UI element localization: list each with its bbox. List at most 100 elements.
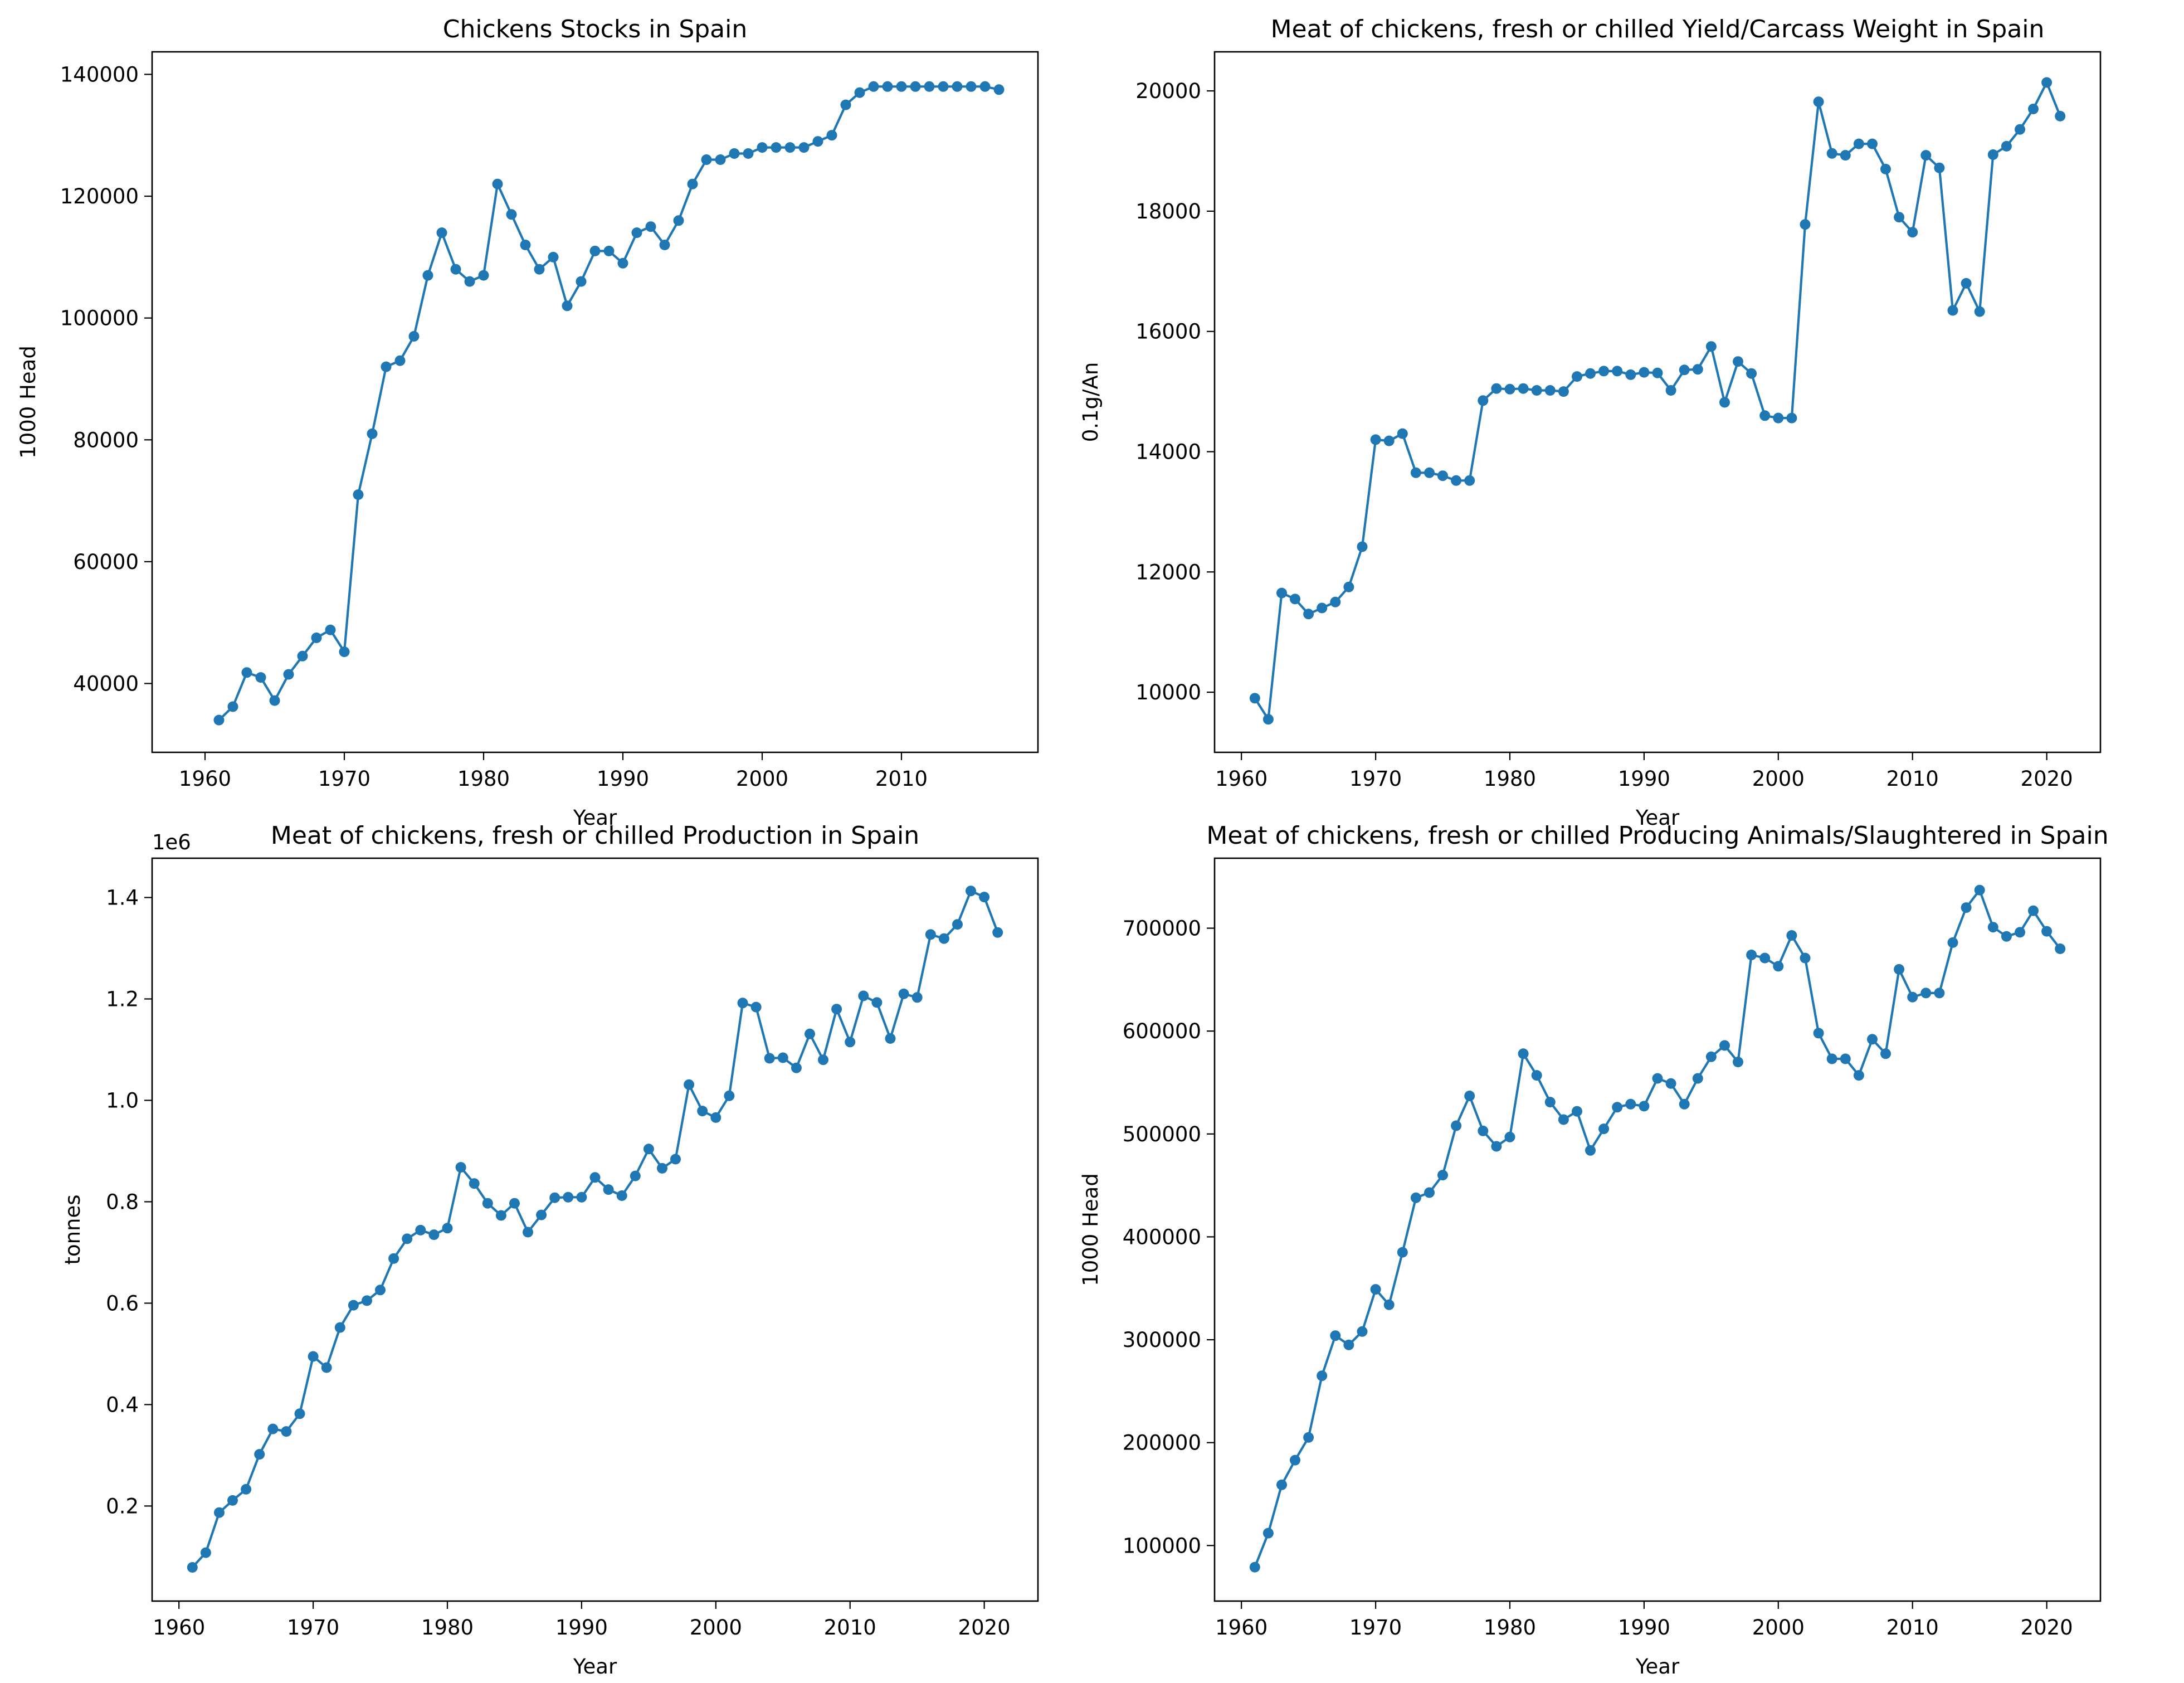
data-point	[1773, 412, 1784, 424]
data-point	[1370, 1284, 1381, 1295]
data-point	[798, 142, 810, 153]
data-point	[2001, 140, 2012, 152]
axes-frame	[1213, 857, 2102, 1602]
y-tick-label: 18000	[1135, 200, 1201, 223]
x-tick-label: 1990	[555, 1616, 608, 1640]
data-point	[966, 81, 977, 92]
data-point	[362, 1295, 372, 1306]
data-point	[1692, 1073, 1703, 1084]
data-point	[450, 264, 461, 275]
data-point	[750, 1001, 762, 1013]
data-point	[603, 1184, 614, 1195]
data-point	[1491, 383, 1502, 394]
data-point	[952, 919, 963, 930]
y-axis-label: tonnes	[61, 1194, 85, 1264]
data-point	[1330, 1330, 1341, 1341]
x-tick-label: 2020	[2021, 767, 2073, 791]
data-point	[534, 264, 545, 275]
data-point	[469, 1178, 480, 1189]
y-axis-offset-label: 1e6	[152, 830, 191, 854]
x-tick-label: 1980	[1484, 1616, 1536, 1640]
data-point	[321, 1362, 332, 1373]
x-tick-label: 1970	[1349, 1616, 1402, 1640]
y-tick-label: 80000	[73, 428, 139, 452]
data-point	[1625, 369, 1636, 380]
data-point	[187, 1562, 198, 1573]
data-point	[1478, 1125, 1489, 1136]
data-point	[563, 1191, 574, 1203]
data-point	[325, 624, 336, 635]
data-point	[492, 178, 503, 189]
data-point	[1410, 467, 1421, 478]
data-point	[1612, 366, 1623, 377]
y-tick-label: 16000	[1135, 320, 1201, 344]
x-tick-label: 1980	[421, 1616, 474, 1640]
data-point	[269, 695, 280, 706]
data-point	[925, 929, 936, 940]
data-point	[630, 1170, 641, 1181]
data-point	[1934, 988, 1945, 999]
data-point	[952, 81, 963, 92]
data-point	[911, 992, 923, 1003]
x-tick-label: 1970	[318, 767, 370, 791]
y-tick-label: 300000	[1123, 1328, 1201, 1352]
data-point	[2028, 104, 2039, 114]
data-point	[1262, 714, 1274, 725]
data-point	[1934, 162, 1945, 173]
data-point	[381, 361, 392, 372]
x-tick-label: 1980	[1484, 767, 1536, 791]
y-tick-label: 1.0	[106, 1088, 139, 1112]
data-point	[979, 892, 990, 903]
data-point	[283, 669, 294, 680]
data-point	[576, 276, 587, 287]
data-point	[562, 300, 573, 312]
data-point	[375, 1285, 386, 1296]
data-point	[2041, 926, 2053, 937]
data-point	[1276, 587, 1287, 599]
data-point	[1974, 306, 1985, 317]
data-point	[394, 355, 406, 366]
x-tick-label: 1980	[457, 767, 510, 791]
data-point	[1572, 1106, 1582, 1117]
x-tick-label: 1960	[153, 1616, 205, 1640]
data-point	[1262, 1528, 1274, 1539]
data-point	[1961, 902, 1972, 913]
data-point	[442, 1223, 453, 1234]
data-point	[1786, 412, 1797, 424]
data-point	[1746, 368, 1757, 379]
data-point	[1786, 930, 1797, 941]
data-point	[1464, 1091, 1475, 1101]
data-point	[791, 1062, 802, 1073]
data-point	[673, 215, 684, 226]
data-point	[1572, 371, 1582, 382]
data-point	[281, 1426, 292, 1437]
y-tick-label: 100000	[1123, 1534, 1201, 1558]
y-tick-label: 140000	[60, 62, 139, 86]
data-point	[1733, 356, 1743, 367]
data-point	[910, 81, 921, 92]
data-point	[482, 1198, 493, 1209]
data-point	[715, 154, 726, 165]
data-point	[353, 489, 364, 500]
data-point	[777, 1052, 788, 1063]
data-point	[831, 1004, 842, 1015]
data-point	[415, 1224, 426, 1236]
data-point	[1491, 1141, 1502, 1152]
data-point	[1531, 1070, 1542, 1081]
panel-yield-carcass-weight: Meat of chickens, fresh or chilled Yield…	[1079, 15, 2102, 830]
data-point	[1531, 385, 1542, 396]
data-point	[645, 221, 656, 232]
y-tick-label: 600000	[1123, 1019, 1201, 1043]
data-point	[1558, 1114, 1569, 1125]
data-point	[938, 81, 949, 92]
data-point	[1826, 148, 1837, 159]
data-point	[1867, 138, 1878, 149]
data-point	[1705, 341, 1717, 352]
data-point	[724, 1090, 735, 1101]
data-point	[657, 1162, 667, 1174]
data-point	[1370, 434, 1381, 445]
data-point	[764, 1053, 775, 1064]
x-tick-label: 1960	[179, 767, 231, 791]
data-point	[643, 1144, 654, 1155]
data-point	[1947, 305, 1958, 316]
